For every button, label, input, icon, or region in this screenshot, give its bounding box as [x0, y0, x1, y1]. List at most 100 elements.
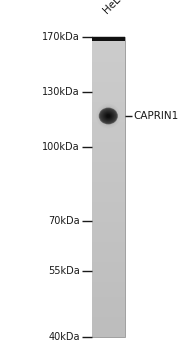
Bar — [92, 251, 125, 257]
Ellipse shape — [106, 113, 111, 119]
Bar — [92, 176, 125, 182]
Bar — [92, 86, 125, 92]
Bar — [92, 246, 125, 252]
Ellipse shape — [104, 112, 113, 120]
Bar — [92, 152, 125, 157]
Ellipse shape — [102, 109, 115, 123]
Bar — [92, 276, 125, 282]
Bar — [92, 102, 125, 107]
Ellipse shape — [107, 115, 109, 117]
Bar — [92, 37, 125, 41]
Ellipse shape — [102, 110, 115, 121]
Bar — [92, 236, 125, 242]
Text: 100kDa: 100kDa — [42, 142, 80, 152]
Bar — [92, 241, 125, 247]
Bar — [92, 181, 125, 187]
Ellipse shape — [102, 110, 114, 122]
Ellipse shape — [107, 114, 110, 118]
Bar — [92, 156, 125, 162]
Bar — [92, 91, 125, 97]
Bar — [92, 82, 125, 87]
Ellipse shape — [100, 108, 116, 124]
Bar — [92, 281, 125, 287]
Ellipse shape — [103, 111, 114, 121]
Text: 170kDa: 170kDa — [42, 32, 80, 42]
Bar — [92, 96, 125, 102]
Bar — [92, 301, 125, 307]
Bar — [92, 56, 125, 62]
Bar — [92, 76, 125, 82]
Bar — [92, 36, 125, 42]
Bar — [92, 191, 125, 197]
Bar — [92, 291, 125, 297]
Ellipse shape — [104, 112, 112, 120]
Bar — [92, 37, 125, 337]
Bar — [92, 196, 125, 202]
Bar — [92, 256, 125, 262]
Bar — [92, 326, 125, 332]
Bar — [92, 106, 125, 112]
Ellipse shape — [100, 109, 117, 123]
Text: 55kDa: 55kDa — [48, 266, 80, 276]
Bar — [92, 121, 125, 127]
Ellipse shape — [101, 109, 115, 123]
Bar — [92, 296, 125, 302]
Ellipse shape — [104, 112, 112, 120]
Ellipse shape — [104, 111, 113, 121]
Bar — [92, 111, 125, 117]
Bar — [92, 141, 125, 147]
Bar — [92, 312, 125, 317]
Ellipse shape — [103, 110, 114, 121]
Bar — [92, 186, 125, 192]
Bar — [92, 41, 125, 47]
Text: CAPRIN1: CAPRIN1 — [133, 111, 179, 121]
Bar — [92, 51, 125, 57]
Ellipse shape — [106, 114, 110, 118]
Bar — [92, 316, 125, 322]
Ellipse shape — [106, 114, 110, 118]
Ellipse shape — [101, 110, 115, 122]
Ellipse shape — [100, 107, 117, 125]
Bar — [92, 286, 125, 292]
Ellipse shape — [99, 108, 117, 124]
Bar — [92, 266, 125, 272]
Ellipse shape — [103, 112, 113, 120]
Text: 70kDa: 70kDa — [48, 216, 80, 226]
Text: 130kDa: 130kDa — [42, 88, 80, 97]
Ellipse shape — [106, 114, 110, 118]
Bar — [92, 201, 125, 207]
Bar — [92, 136, 125, 142]
Bar — [92, 331, 125, 337]
Bar — [92, 221, 125, 227]
Text: HeLa: HeLa — [101, 0, 127, 16]
Bar — [92, 226, 125, 232]
Bar — [92, 146, 125, 152]
Text: 40kDa: 40kDa — [48, 332, 80, 342]
Bar — [92, 211, 125, 217]
Ellipse shape — [108, 116, 109, 117]
Bar — [92, 172, 125, 177]
Ellipse shape — [105, 112, 112, 120]
Bar — [92, 216, 125, 222]
Bar — [92, 321, 125, 327]
Bar — [92, 126, 125, 132]
Ellipse shape — [100, 107, 117, 125]
Ellipse shape — [105, 113, 111, 119]
Ellipse shape — [105, 113, 111, 119]
Ellipse shape — [103, 111, 113, 121]
Bar — [92, 166, 125, 172]
Bar — [92, 161, 125, 167]
Ellipse shape — [101, 109, 116, 123]
Ellipse shape — [102, 110, 114, 122]
Bar — [92, 206, 125, 212]
Bar — [92, 271, 125, 277]
Bar — [92, 61, 125, 67]
Ellipse shape — [99, 107, 118, 124]
Bar — [92, 231, 125, 237]
Ellipse shape — [101, 108, 116, 124]
Bar — [92, 66, 125, 72]
Bar — [92, 306, 125, 312]
Ellipse shape — [104, 113, 112, 119]
Ellipse shape — [106, 114, 111, 118]
Ellipse shape — [107, 115, 110, 117]
